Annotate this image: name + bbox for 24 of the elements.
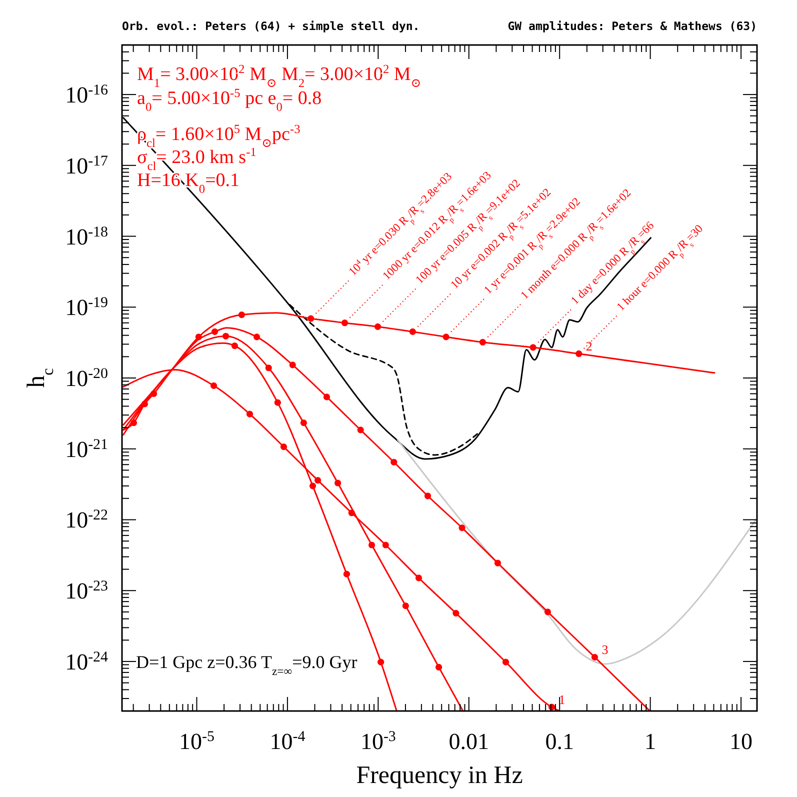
x-tick-label: 1 (644, 729, 656, 754)
y-tick-label: 10$^{-19}$ (65, 295, 108, 320)
y-tick-label: 10$^{-22}$ (65, 508, 108, 533)
annotation: H=16 K$_{0}$=0.1 (137, 170, 240, 196)
x-tick-label: 0.1 (545, 729, 574, 754)
chart-subtitle: GW amplitudes: Peters & Mathews (63) (508, 19, 757, 33)
y-tick-label: 10$^{-21}$ (65, 436, 108, 462)
x-tick-label: 0.01 (448, 729, 490, 754)
annotation: 3 (602, 642, 608, 658)
x-tick-label: 10$^{-3}$ (360, 729, 396, 754)
y-tick-label: 10$^{-16}$ (65, 82, 109, 108)
y-tick-label: 10$^{-20}$ (65, 366, 108, 391)
y-tick-label: 10$^{-17}$ (65, 153, 109, 178)
chart-title: Orb. evol.: Peters (64) + simple stell dyn. (122, 19, 420, 33)
x-tick-label: 10$^{-5}$ (179, 729, 214, 754)
x-axis-title: Frequency in Hz (356, 762, 523, 789)
annotation: 1 (558, 692, 566, 708)
annotation: 2 (586, 338, 592, 354)
x-tick-label: 10 (730, 729, 753, 754)
y-tick-label: 10$^{-23}$ (65, 578, 108, 604)
annotation: D=1 Gpc z=0.36 T$_{z=∞}$=9.0 Gyr (136, 652, 358, 678)
y-tick-label: 10$^{-24}$ (65, 649, 109, 674)
y-tick-label: 10$^{-18}$ (65, 224, 108, 250)
x-tick-label: 10$^{-4}$ (270, 729, 306, 754)
